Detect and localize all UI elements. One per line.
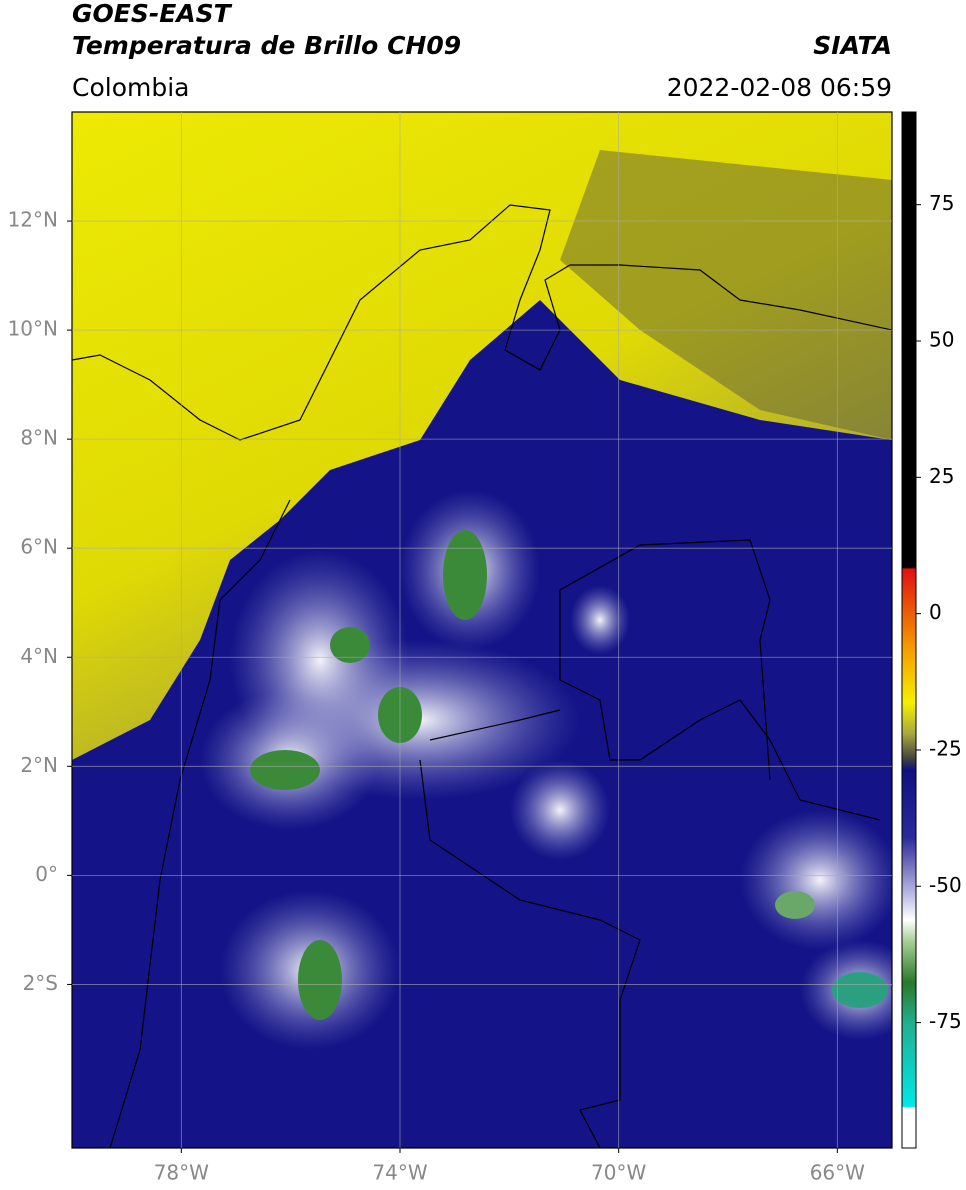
x-tick-label: 66°W — [810, 1161, 865, 1185]
region: Colombia — [72, 73, 189, 102]
colorbar-label: 0 — [929, 600, 942, 624]
y-tick-label: 6°N — [20, 535, 58, 559]
subtitle: Temperatura de Brillo CH09 — [72, 31, 461, 60]
y-tick-label: 8°N — [20, 426, 58, 450]
y-tick-label: 10°N — [8, 317, 58, 341]
datetime: 2022-02-08 06:59 — [667, 73, 892, 102]
colorbar-label: 25 — [929, 464, 954, 488]
colorbar — [901, 111, 917, 1149]
colorbar-label: -75 — [929, 1009, 962, 1033]
y-tick-label: 2°N — [20, 753, 58, 777]
map-frame — [71, 111, 893, 1149]
x-tick-label: 74°W — [372, 1161, 427, 1185]
colorbar-label: 75 — [929, 191, 954, 215]
y-tick-label: 12°N — [8, 208, 58, 232]
colorbar-label: -50 — [929, 873, 962, 897]
title: GOES-EAST — [72, 0, 233, 28]
colorbar-label: -25 — [929, 736, 962, 760]
satellite-image — [72, 112, 892, 1148]
x-tick-label: 70°W — [591, 1161, 646, 1185]
colorbar-label: 50 — [929, 328, 954, 352]
y-tick-label: 2°S — [23, 971, 58, 995]
y-tick-label: 0° — [35, 862, 58, 886]
source: SIATA — [813, 31, 892, 60]
x-tick-label: 78°W — [154, 1161, 209, 1185]
y-tick-label: 4°N — [20, 644, 58, 668]
